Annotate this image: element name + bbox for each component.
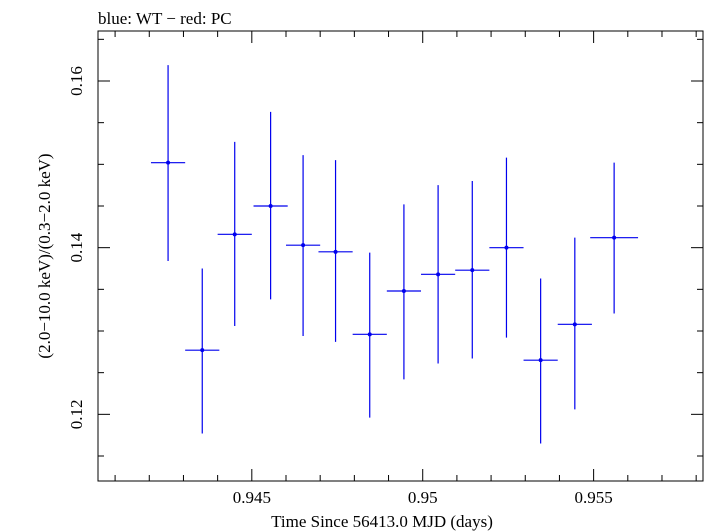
data-points [150,65,639,444]
point-marker [572,322,577,327]
data-point [352,252,387,418]
data-point [185,268,220,434]
point-marker [166,160,171,165]
point-marker [401,289,406,293]
point-marker [538,358,543,363]
data-point [557,237,592,410]
chart-title: blue: WT − red: PC [98,9,232,28]
x-tick-label: 0.955 [574,488,612,507]
point-marker [268,204,273,208]
point-marker [504,245,509,250]
data-point [318,160,353,342]
data-point [253,111,288,300]
y-tick-label: 0.12 [67,399,86,429]
x-tick-labels: 0.945 0.95 0.955 [233,488,613,507]
data-point [455,181,490,359]
y-tick-label: 0.14 [67,232,86,262]
data-point [285,155,321,336]
data-point [590,162,639,314]
axis-ticks [98,31,703,481]
x-tick-label: 0.95 [408,488,438,507]
point-marker [301,243,306,248]
point-marker [367,332,372,337]
y-tick-labels: 0.12 0.14 0.16 [67,66,86,429]
point-marker [200,348,205,353]
data-point [523,278,558,444]
data-point [421,185,456,364]
data-point [489,157,524,338]
point-marker [436,272,441,277]
y-axis-label: (2.0−10.0 keV)/(0.3−2.0 keV) [35,153,54,358]
data-point [150,65,186,261]
x-tick-label: 0.945 [233,488,271,507]
plot-frame [97,30,704,482]
data-point [217,141,252,326]
point-marker [612,235,617,240]
x-axis-label: Time Since 56413.0 MJD (days) [271,512,493,531]
point-marker [232,232,237,237]
point-marker [470,268,475,273]
y-tick-label: 0.16 [67,66,86,96]
data-point [386,204,422,380]
point-marker [333,249,338,254]
